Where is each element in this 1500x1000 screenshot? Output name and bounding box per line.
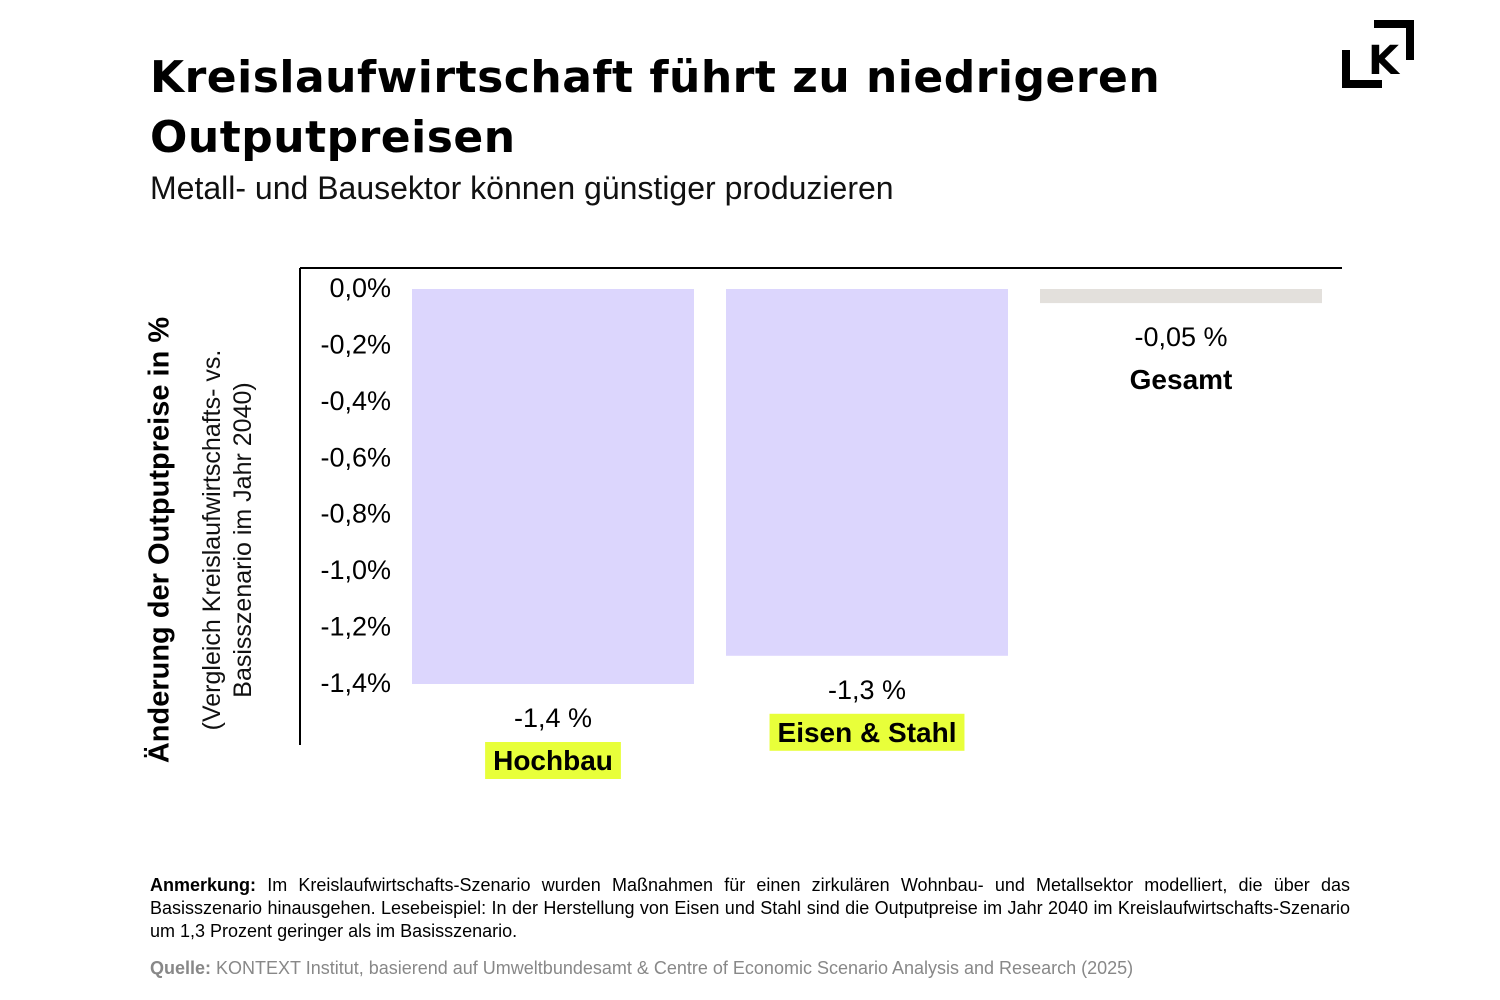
source-label: Quelle: — [150, 958, 212, 978]
y-tick-label: -0,6% — [320, 442, 391, 472]
source-text: KONTEXT Institut, basierend auf Umweltbu… — [211, 958, 1134, 978]
bar-2 — [1040, 289, 1322, 304]
y-axis-subtitle-line2: Basisszenario im Jahr 2040) — [229, 382, 257, 698]
bar-1 — [726, 289, 1008, 656]
data-label: -1,3 % — [828, 675, 906, 705]
svg-text:K: K — [1368, 38, 1401, 84]
category-label: Eisen & Stahl — [778, 717, 957, 748]
category-highlight — [485, 742, 621, 779]
y-tick-label: -1,0% — [320, 555, 391, 585]
y-tick-label: -0,2% — [320, 329, 391, 359]
footnote: Anmerkung: Im Kreislaufwirtschafts-Szena… — [150, 874, 1350, 943]
chart-title: Kreislaufwirtschaft führt zu niedrigeren… — [150, 52, 1161, 163]
source: Quelle: KONTEXT Institut, basierend auf … — [150, 958, 1133, 979]
y-tick-label: 0,0% — [329, 273, 391, 303]
data-label: -1,4 % — [514, 703, 592, 733]
chart-subtitle: Metall- und Bausektor können günstiger p… — [150, 170, 894, 206]
category-label: Hochbau — [493, 745, 613, 776]
category-label: Gesamt — [1130, 364, 1233, 395]
y-tick-label: -1,2% — [320, 612, 391, 642]
note-label: Anmerkung: — [150, 875, 257, 895]
y-axis-subtitle: (Vergleich Kreislaufwirtschafts- vs. Bas… — [197, 350, 259, 731]
y-tick-label: -0,4% — [320, 386, 391, 416]
data-label: -0,05 % — [1134, 322, 1227, 352]
kontext-logo: K — [1342, 20, 1414, 88]
bar-0 — [412, 289, 694, 684]
y-axis-subtitle-line1: (Vergleich Kreislaufwirtschafts- vs. — [198, 349, 226, 731]
y-tick-label: -0,8% — [320, 499, 391, 529]
y-axis-title: Änderung der Outputpreise in % — [143, 316, 176, 764]
y-tick-label: -1,4% — [320, 668, 391, 698]
category-highlight — [769, 713, 965, 751]
note-text: Im Kreislaufwirtschafts-Szenario wurden … — [150, 875, 1350, 941]
